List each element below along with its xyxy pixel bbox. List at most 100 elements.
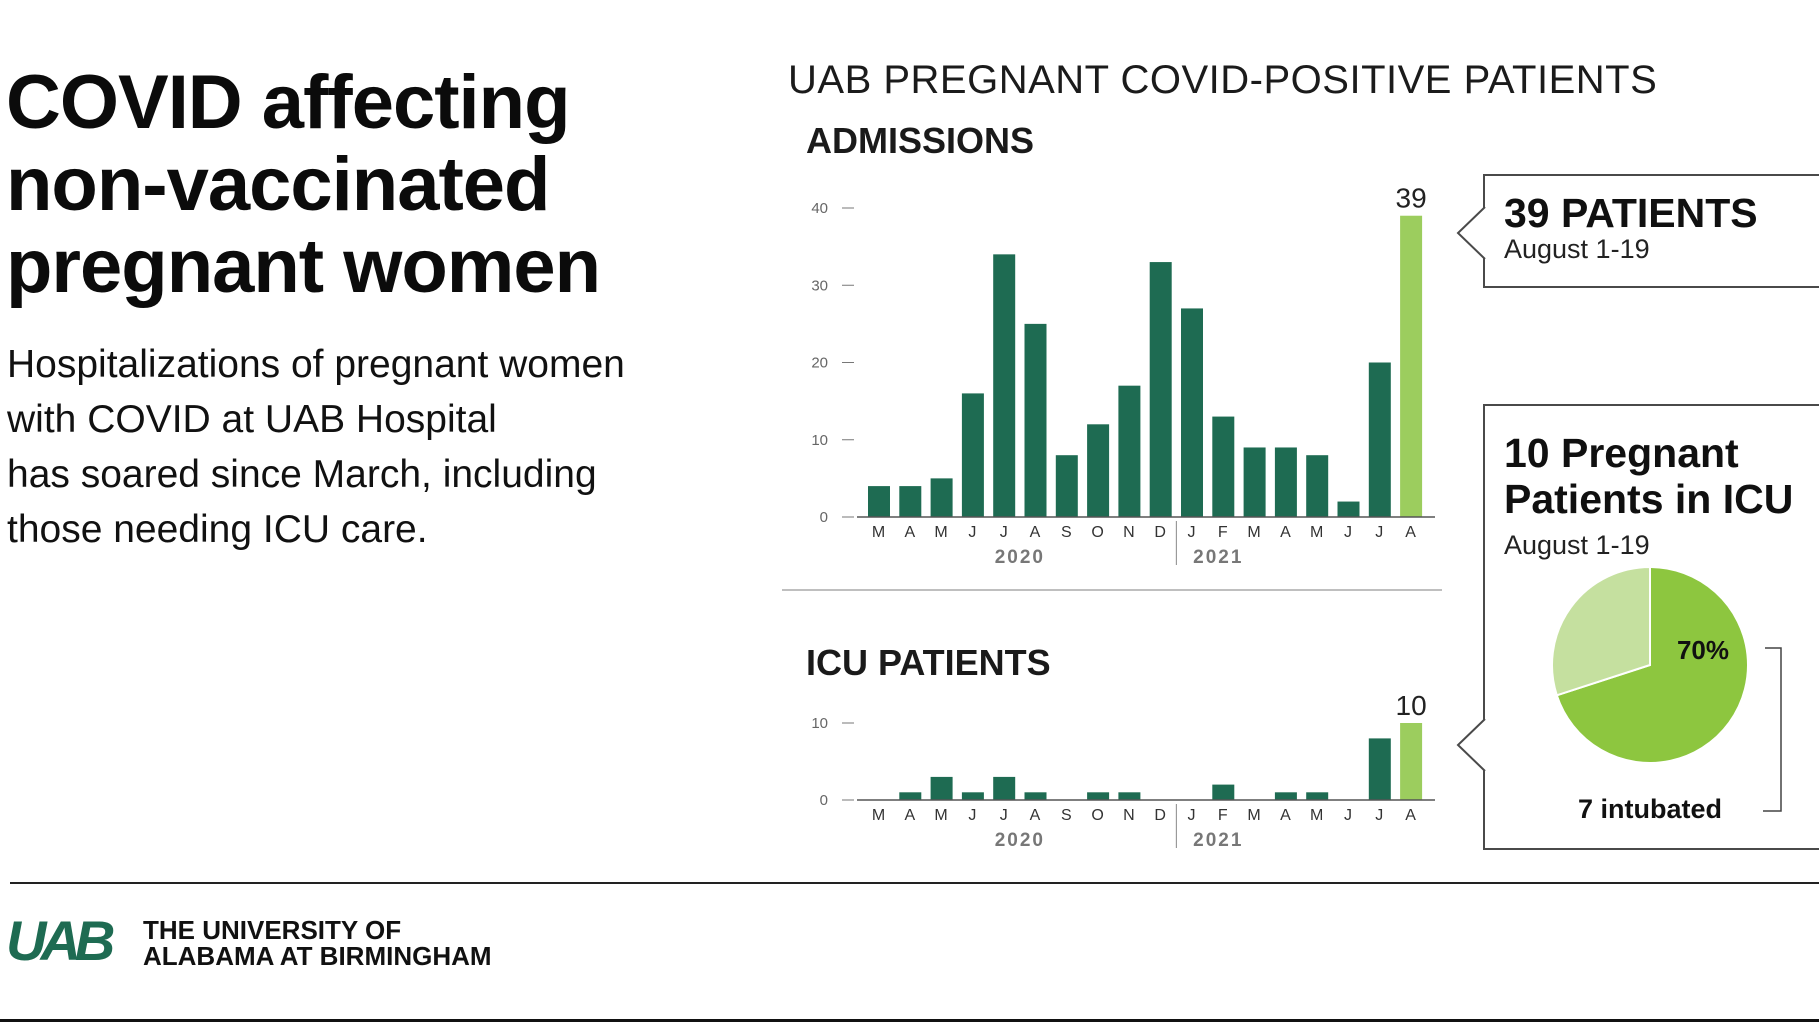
- x-tick-label: A: [1030, 807, 1042, 824]
- x-tick-label: M: [1310, 807, 1324, 824]
- bar: [1274, 447, 1297, 517]
- x-tick-label: A: [1030, 524, 1042, 541]
- x-tick-label: J: [1375, 807, 1384, 824]
- bar: [899, 792, 922, 800]
- bar: [1306, 455, 1329, 517]
- bar: [1024, 323, 1047, 517]
- x-tick-label: A: [1405, 524, 1417, 541]
- x-tick-label: O: [1091, 524, 1104, 541]
- bar: [1087, 792, 1110, 800]
- bar: [1274, 792, 1297, 800]
- bracket: [1763, 647, 1782, 812]
- bar: [1149, 262, 1172, 517]
- bar: [1024, 792, 1047, 800]
- bar: [1306, 792, 1329, 800]
- bar: [930, 776, 953, 800]
- bar-highlight: [1400, 215, 1423, 517]
- bar: [993, 254, 1016, 517]
- x-tick-label: J: [1000, 807, 1009, 824]
- x-tick-label: S: [1061, 807, 1073, 824]
- x-tick-label: O: [1091, 807, 1104, 824]
- highlight-value-label: 10: [1396, 690, 1427, 721]
- x-tick-label: J: [1344, 807, 1353, 824]
- uab-logo-letters: UAB: [6, 918, 114, 962]
- uab-logo-mark: UAB: [6, 918, 120, 962]
- pie-slice-label: 70%: [1677, 635, 1729, 665]
- x-tick-label: J: [1375, 524, 1384, 541]
- x-tick-label: M: [872, 807, 886, 824]
- icu-title: ICU PATIENTS: [806, 642, 1051, 683]
- subtext: Hospitalizations of pregnant women with …: [7, 337, 727, 557]
- y-tick-label: 40: [811, 200, 828, 217]
- x-tick-label: S: [1061, 524, 1073, 541]
- y-tick-label: 30: [811, 277, 828, 294]
- patients-callout-title: 39 PATIENTS: [1504, 190, 1758, 236]
- x-tick-label: A: [904, 524, 916, 541]
- bar: [1055, 455, 1078, 517]
- x-tick-label: J: [968, 807, 977, 824]
- bar-highlight: [1400, 723, 1423, 800]
- bar: [961, 792, 984, 800]
- x-tick-label: J: [1188, 807, 1197, 824]
- x-tick-label: D: [1154, 524, 1167, 541]
- bar: [1118, 385, 1141, 517]
- icu-callout-title-line: 10 Pregnant: [1504, 430, 1739, 476]
- year-label: 2020: [995, 830, 1045, 851]
- y-tick-label: 10: [811, 432, 828, 449]
- x-tick-label: D: [1154, 807, 1167, 824]
- icu-callout-title-line: Patients in ICU: [1504, 476, 1794, 522]
- x-tick-label: F: [1218, 807, 1229, 824]
- patients-callout-date: August 1-19: [1504, 234, 1650, 264]
- callout-pointer: [1456, 206, 1486, 260]
- subtext-line: those needing ICU care.: [7, 508, 428, 551]
- x-tick-label: M: [1247, 807, 1261, 824]
- admissions-title: ADMISSIONS: [806, 120, 1035, 161]
- university-name: THE UNIVERSITY OF ALABAMA AT BIRMINGHAM: [143, 917, 492, 969]
- icu-chart: 0 10 M A M J J A S O N D J F M A M J J A 10 2020 2021: [811, 690, 1435, 851]
- headline: COVID affecting non-vaccinated pregnant …: [6, 60, 601, 309]
- y-tick-label: 10: [811, 715, 828, 732]
- bracket-label: 7 intubated: [1578, 794, 1722, 824]
- bar: [1243, 447, 1266, 517]
- callout-pointer: [1456, 718, 1486, 772]
- x-tick-label: M: [1247, 524, 1261, 541]
- x-tick-label: J: [1000, 524, 1009, 541]
- x-tick-label: F: [1218, 524, 1229, 541]
- bar: [1368, 362, 1391, 517]
- year-label: 2020: [995, 547, 1045, 568]
- highlight-value-label: 39: [1396, 183, 1427, 214]
- y-tick-label: 0: [820, 792, 828, 809]
- year-label: 2021: [1193, 830, 1243, 851]
- pie-slice-other: [1551, 565, 1651, 697]
- university-name-line: ALABAMA AT BIRMINGHAM: [143, 941, 492, 971]
- icu-callout-date: August 1-19: [1504, 530, 1650, 560]
- icu-callout: 10 Pregnant Patients in ICU August 1-19 …: [1483, 404, 1819, 850]
- bar: [1212, 784, 1235, 800]
- x-tick-label: J: [1344, 524, 1353, 541]
- charts-title: UAB PREGNANT COVID-POSITIVE PATIENTS: [788, 58, 1658, 102]
- x-tick-label: N: [1123, 524, 1136, 541]
- subtext-line: with COVID at UAB Hospital: [7, 398, 497, 441]
- bar: [1087, 424, 1110, 517]
- admissions-chart: 0 10 20 30 40 M A M J J A S O N D J F M A M J J A 39 2020 2021: [811, 183, 1435, 568]
- pie-chart: 70% 7 intubated: [1551, 565, 1782, 824]
- bar: [961, 393, 984, 517]
- year-label: 2021: [1193, 547, 1243, 568]
- icu-callout-title: 10 Pregnant Patients in ICU: [1504, 430, 1793, 522]
- x-tick-label: A: [1405, 807, 1417, 824]
- x-tick-label: N: [1123, 807, 1136, 824]
- x-tick-label: A: [1280, 524, 1292, 541]
- x-tick-label: A: [904, 807, 916, 824]
- bar: [1118, 792, 1141, 800]
- section-divider: [782, 589, 1442, 591]
- bottom-border: [0, 1019, 1819, 1022]
- pie-slice-intubated: [1555, 565, 1749, 764]
- bar: [993, 776, 1016, 800]
- university-name-line: THE UNIVERSITY OF: [143, 915, 402, 945]
- y-tick-label: 20: [811, 355, 828, 372]
- bar: [1181, 308, 1203, 517]
- x-tick-label: J: [1188, 524, 1197, 541]
- patients-callout: 39 PATIENTS August 1-19: [1483, 174, 1819, 288]
- y-tick-label: 0: [820, 509, 828, 526]
- bar: [930, 478, 953, 517]
